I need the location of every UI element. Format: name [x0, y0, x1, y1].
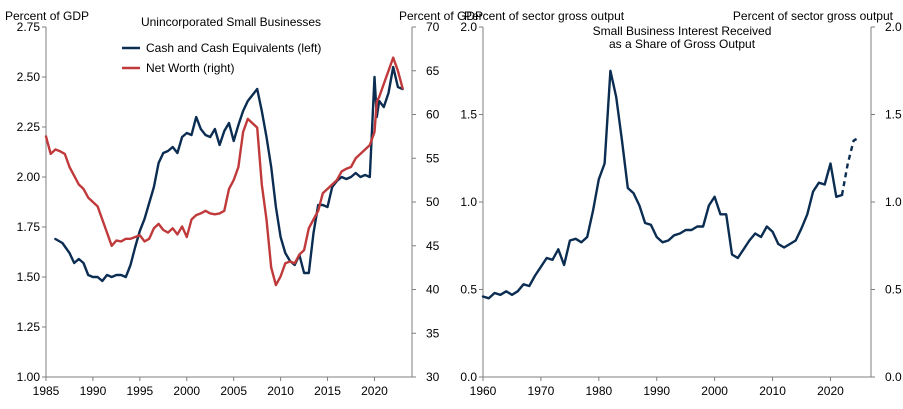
chart1-right-tick-label: 0.5 [885, 283, 902, 297]
chart0-title: Unincorporated Small Businesses [141, 15, 321, 29]
chart0-left-tick-label: 1.75 [17, 220, 41, 234]
chart1-x-tick-label: 1960 [470, 384, 497, 398]
chart0-x-tick-label: 2000 [173, 384, 200, 398]
chart0-left-tick-label: 1.50 [17, 270, 41, 284]
chart0-left-tick-label: 2.25 [17, 120, 41, 134]
chart1-x-tick-label: 1970 [528, 384, 555, 398]
chart0-x-tick-label: 1990 [80, 384, 107, 398]
chart1-x-tick-label: 2010 [759, 384, 786, 398]
chart0-x-tick-label: 2020 [361, 384, 388, 398]
chart0-legend-label: Cash and Cash Equivalents (left) [146, 41, 321, 55]
chart0-series-line-0 [54, 65, 404, 283]
chart1-x-tick-label: 1990 [643, 384, 670, 398]
chart1-title-line: Small Business Interest Received [593, 24, 772, 38]
chart0-right-tick-label: 55 [426, 151, 440, 165]
chart1-right-axis-title: Percent of sector gross output [733, 9, 894, 23]
chart1-left-tick-label: 1.5 [460, 108, 477, 122]
chart0-right-tick-label: 60 [426, 108, 440, 122]
chart1-left-tick-label: 2.0 [460, 20, 477, 34]
chart0-x-tick-label: 1985 [33, 384, 60, 398]
chart0-right-tick-label: 40 [426, 283, 440, 297]
chart0-right-tick-label: 70 [426, 20, 440, 34]
chart1-x-tick-label: 1980 [585, 384, 612, 398]
chart1-title-line: as a Share of Gross Output [609, 37, 756, 51]
chart0-right-tick-label: 45 [426, 239, 440, 253]
chart0-legend-label: Net Worth (right) [146, 61, 234, 75]
chart0-x-tick-label: 2010 [267, 384, 294, 398]
chart1-right-tick-label: 2.0 [885, 20, 902, 34]
chart0-left-tick-label: 2.50 [17, 70, 41, 84]
chart0-right-axis-title: Percent of GDP [399, 9, 483, 23]
chart1-left-axis-title: Percent of sector gross output [464, 9, 625, 23]
chart0-left-tick-label: 1.25 [17, 320, 41, 334]
chart0-series-line-1 [44, 56, 404, 287]
chart1-left-tick-label: 0.5 [460, 283, 477, 297]
chart0-left-tick-label: 2.75 [17, 20, 41, 34]
chart1-right-tick-label: 0.0 [885, 370, 902, 384]
chart0-left-tick-label: 2.00 [17, 170, 41, 184]
chart0-right-tick-label: 30 [426, 370, 440, 384]
chart0-x-tick-label: 1995 [126, 384, 153, 398]
chart0-left-axis-title: Percent of GDP [5, 9, 89, 23]
chart0-x-tick-label: 2005 [220, 384, 247, 398]
chart0-x-tick-label: 2015 [314, 384, 341, 398]
chart1-right-tick-label: 1.5 [885, 108, 902, 122]
chart1-left-tick-label: 0.0 [460, 370, 477, 384]
chart0-right-tick-label: 50 [426, 195, 440, 209]
chart0-left-tick-label: 1.00 [17, 370, 41, 384]
chart1-series-line-1 [840, 136, 861, 196]
chart1-x-tick-label: 2020 [817, 384, 844, 398]
chart0-right-tick-label: 35 [426, 326, 440, 340]
chart1-left-tick-label: 1.0 [460, 195, 477, 209]
chart0-right-tick-label: 65 [426, 64, 440, 78]
chart1-series-line-0 [481, 69, 844, 300]
chart1-right-tick-label: 1.0 [885, 195, 902, 209]
chart1-x-tick-label: 2000 [701, 384, 728, 398]
